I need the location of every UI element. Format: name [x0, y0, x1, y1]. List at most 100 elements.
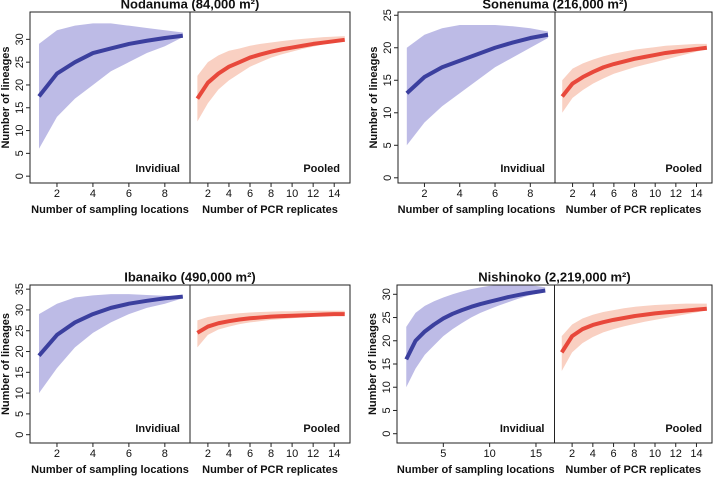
x-tick-label: 4 [226, 448, 232, 460]
panel-label: Invidiual [500, 423, 545, 435]
y-tick-label: 5 [14, 411, 26, 417]
confidence-band [38, 294, 183, 394]
x-tick-label: 2 [569, 448, 575, 460]
y-tick-label: 20 [14, 79, 26, 91]
x-tick-label: 2 [421, 188, 427, 200]
chart-title: Ibanaiko (490,000 m²) [124, 269, 256, 284]
mean-line [560, 45, 708, 98]
y-tick-label: 30 [14, 33, 26, 45]
y-axis-label: Number of lineages [0, 313, 12, 415]
y-tick-label: 10 [381, 381, 393, 393]
x-tick-label: 4 [90, 188, 96, 200]
y-tick-label: 0 [382, 175, 394, 181]
confidence-band [406, 284, 546, 388]
x-tick-label: 2 [54, 188, 60, 200]
x-axis-label: Number of PCR replicates [202, 464, 338, 476]
y-tick-label: 5 [381, 407, 393, 413]
mean-line [560, 306, 707, 354]
x-tick-label: 6 [126, 188, 132, 200]
panel-label: Pooled [303, 163, 340, 175]
x-tick-label: 10 [649, 188, 661, 200]
y-axis-label: Number of lineages [367, 313, 379, 415]
x-tick-label: 14 [328, 188, 340, 200]
confidence-band [561, 303, 707, 371]
y-axis-label: Number of lineages [368, 46, 380, 148]
y-tick-label: 0 [14, 432, 26, 438]
x-tick-label: 4 [90, 448, 96, 460]
x-axis-label: Number of sampling locations [398, 204, 556, 216]
x-tick-label: 8 [162, 188, 168, 200]
y-tick-label: 30 [14, 304, 26, 316]
panel-label: Invidiual [135, 163, 180, 175]
x-tick-label: 6 [247, 188, 253, 200]
x-axis-label: Number of sampling locations [31, 204, 189, 216]
y-tick-label: 25 [382, 9, 394, 21]
x-tick-label: 12 [307, 188, 319, 200]
y-tick-label: 0 [381, 431, 393, 437]
mean-line [37, 33, 184, 98]
x-tick-label: 8 [631, 188, 637, 200]
y-tick-label: 25 [381, 311, 393, 323]
x-tick-label: 4 [457, 188, 463, 200]
x-tick-label: 4 [226, 188, 232, 200]
x-axis-label: Number of PCR replicates [565, 464, 701, 476]
chart-title: Nodanuma (84,000 m²) [121, 0, 260, 11]
x-tick-label: 4 [590, 188, 596, 200]
x-tick-label: 8 [268, 448, 274, 460]
y-tick-label: 20 [381, 335, 393, 347]
y-tick-label: 15 [14, 366, 26, 378]
x-tick-label: 6 [247, 448, 253, 460]
y-tick-label: 15 [14, 102, 26, 114]
panel-label: Pooled [665, 423, 702, 435]
x-axis-label: Number of sampling locations [31, 464, 189, 476]
x-tick-label: 14 [690, 188, 702, 200]
chart-title: Sonenuma (216,000 m²) [482, 0, 627, 11]
x-tick-label: 6 [611, 188, 617, 200]
x-tick-label: 8 [268, 188, 274, 200]
x-tick-label: 5 [440, 448, 446, 460]
x-tick-label: 6 [492, 188, 498, 200]
y-tick-label: 15 [382, 74, 394, 86]
y-axis-label: Number of lineages [0, 46, 12, 148]
x-axis-label: Number of sampling locations [397, 464, 555, 476]
y-tick-label: 5 [382, 142, 394, 148]
y-tick-label: 10 [14, 124, 26, 136]
mean-line [405, 32, 549, 95]
confidence-band [406, 25, 548, 146]
x-tick-label: 15 [530, 448, 542, 460]
y-tick-label: 30 [381, 288, 393, 300]
x-tick-label: 8 [527, 188, 533, 200]
x-tick-label: 10 [286, 188, 298, 200]
y-tick-label: 35 [14, 283, 26, 295]
x-tick-label: 8 [631, 448, 637, 460]
plot-frame [554, 11, 713, 184]
panel-label: Pooled [665, 163, 702, 175]
mean-line [37, 294, 183, 357]
chart-title: Nishinoko (2,219,000 m²) [478, 269, 630, 284]
x-tick-label: 12 [670, 188, 682, 200]
y-tick-label: 5 [14, 150, 26, 156]
x-tick-label: 2 [205, 448, 211, 460]
mean-line [196, 312, 345, 335]
confidence-band [562, 43, 707, 113]
plot-frame [189, 11, 351, 184]
x-tick-label: 8 [162, 448, 168, 460]
x-tick-label: 4 [590, 448, 596, 460]
panel-label: Pooled [303, 423, 340, 435]
x-tick-label: 2 [205, 188, 211, 200]
x-tick-label: 12 [307, 448, 319, 460]
y-tick-label: 25 [14, 56, 26, 68]
y-tick-label: 20 [382, 42, 394, 54]
mean-line [404, 288, 546, 361]
x-tick-label: 14 [690, 448, 702, 460]
x-axis-label: Number of PCR replicates [566, 204, 702, 216]
confidence-band [197, 36, 345, 122]
plot-frame [189, 284, 351, 444]
y-tick-label: 15 [381, 358, 393, 370]
x-tick-label: 2 [54, 448, 60, 460]
x-tick-label: 6 [611, 448, 617, 460]
x-tick-label: 10 [649, 448, 661, 460]
y-tick-label: 0 [14, 173, 26, 179]
plot-frame [554, 284, 713, 444]
